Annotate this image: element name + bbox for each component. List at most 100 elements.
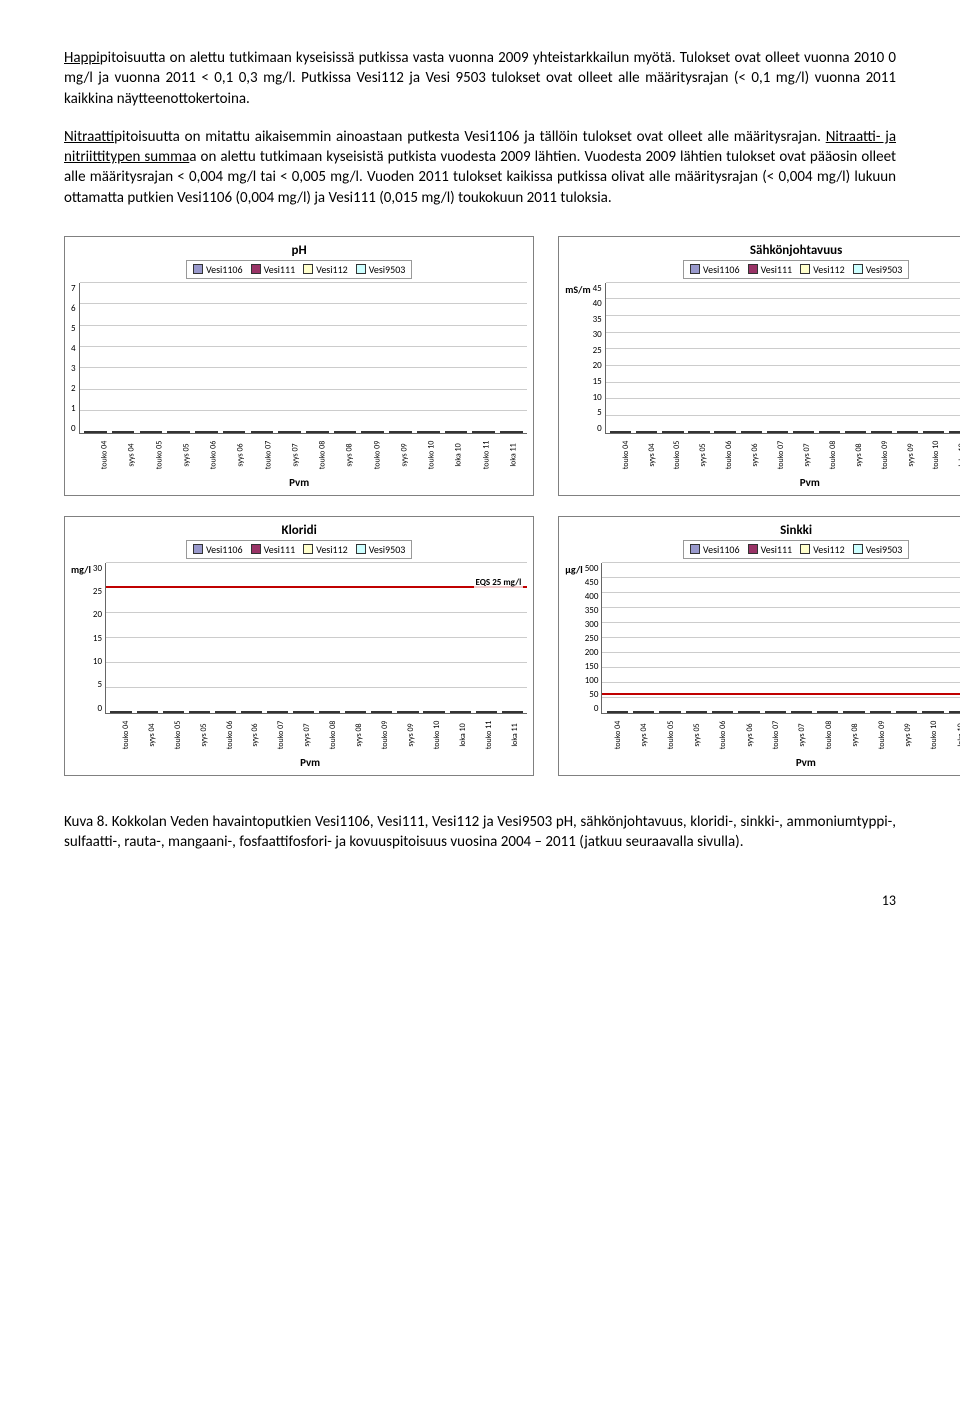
- bar-group: [790, 431, 816, 433]
- y-tick: 10: [93, 656, 102, 667]
- bar: [807, 711, 812, 713]
- y-tick: 25: [93, 586, 102, 597]
- bar-group: [414, 431, 442, 433]
- legend-label: Vesi111: [761, 263, 793, 276]
- y-tick: 0: [585, 703, 599, 714]
- x-axis-label: Pvm: [593, 476, 960, 489]
- y-tick: 40: [593, 298, 602, 309]
- bar-group: [867, 711, 893, 713]
- bar-group: [947, 431, 960, 433]
- bar-group: [265, 711, 291, 713]
- legend-label: Vesi1106: [703, 543, 740, 556]
- bar-group: [498, 431, 526, 433]
- p2-body-2: a on alettu tutkimaan kyseisistä putkist…: [64, 148, 896, 207]
- bar: [157, 431, 163, 433]
- chart-body: mS/m454035302520151050touko 04syys 04tou…: [565, 283, 960, 489]
- y-tick: 10: [593, 392, 602, 403]
- y-tick: 500: [585, 563, 599, 574]
- reference-label: EQS 25 mg/l: [474, 577, 524, 588]
- bar: [939, 431, 944, 433]
- bar: [323, 431, 329, 433]
- bar-group: [608, 431, 634, 433]
- x-axis: touko 04syys 04touko 05syys 05touko 06sy…: [113, 716, 527, 754]
- p1-body: pitoisuutta on alettu tutkimaan kyseisis…: [64, 49, 896, 108]
- bar: [859, 711, 864, 713]
- y-axis: 302520151050: [93, 563, 105, 714]
- legend-label: Vesi111: [761, 543, 793, 556]
- chart-title: Sinkki: [565, 523, 960, 538]
- y-tick: 5: [71, 323, 76, 334]
- bar-group: [499, 711, 525, 713]
- y-axis: 454035302520151050: [593, 283, 605, 434]
- bar: [835, 431, 840, 433]
- bar-group: [473, 711, 499, 713]
- legend-swatch: [193, 544, 203, 554]
- bar-group: [710, 711, 736, 713]
- bar: [439, 711, 444, 713]
- legend-label: Vesi111: [264, 543, 296, 556]
- chart-conductivity: SähkönjohtavuusVesi1106Vesi111Vesi112Ves…: [558, 236, 960, 496]
- bar: [179, 711, 184, 713]
- legend-item: Vesi112: [800, 543, 845, 556]
- bar: [152, 711, 157, 713]
- bar-group: [193, 431, 221, 433]
- chart-legend: Vesi1106Vesi111Vesi112Vesi9503: [186, 260, 412, 279]
- bar-group: [738, 431, 764, 433]
- bar: [756, 431, 761, 433]
- legend-item: Vesi1106: [193, 263, 243, 276]
- legend-item: Vesi111: [748, 263, 793, 276]
- bar: [491, 711, 496, 713]
- bar-group: [109, 431, 137, 433]
- bar-group: [238, 711, 264, 713]
- y-tick: 0: [71, 423, 76, 434]
- bar-group: [303, 431, 331, 433]
- bar-group: [631, 711, 657, 713]
- legend-item: Vesi1106: [193, 543, 243, 556]
- y-axis-label: mg/l: [71, 563, 91, 576]
- p2-body-1: pitoisuutta on mitattu aikaisemmin ainoa…: [114, 128, 826, 146]
- bar-group: [331, 431, 359, 433]
- bar-group: [395, 711, 421, 713]
- y-tick: 1: [71, 403, 76, 414]
- bar-group: [248, 431, 276, 433]
- legend-swatch: [251, 544, 261, 554]
- legend-swatch: [356, 264, 366, 274]
- x-axis-label: Pvm: [585, 756, 960, 769]
- bar: [295, 431, 301, 433]
- bar: [886, 711, 891, 713]
- legend-swatch: [193, 264, 203, 274]
- legend-swatch: [690, 544, 700, 554]
- bar-group: [788, 711, 814, 713]
- bar-group: [894, 711, 920, 713]
- legend-item: Vesi112: [303, 543, 348, 556]
- plot-area: [605, 283, 960, 434]
- bar-group: [82, 431, 110, 433]
- y-tick: 25: [593, 345, 602, 356]
- y-tick: 30: [593, 329, 602, 340]
- legend-swatch: [303, 264, 313, 274]
- legend-item: Vesi9503: [853, 543, 903, 556]
- x-axis-label: Pvm: [71, 476, 527, 489]
- bar: [101, 431, 107, 433]
- bar-group: [291, 711, 317, 713]
- bar-group: [762, 711, 788, 713]
- legend-item: Vesi9503: [356, 263, 406, 276]
- plot-area: [79, 283, 528, 434]
- x-axis-label: Pvm: [93, 756, 527, 769]
- bar-group: [816, 431, 842, 433]
- bar-group: [447, 711, 473, 713]
- bar-group: [276, 431, 304, 433]
- legend-item: Vesi112: [303, 263, 348, 276]
- bar-group: [220, 431, 248, 433]
- y-tick: 20: [93, 609, 102, 620]
- bar: [212, 431, 218, 433]
- bar-group: [683, 711, 709, 713]
- bar-group: [160, 711, 186, 713]
- bar: [129, 431, 135, 433]
- y-tick: 400: [585, 591, 599, 602]
- legend-swatch: [800, 264, 810, 274]
- bar: [378, 431, 384, 433]
- legend-swatch: [748, 544, 758, 554]
- legend-swatch: [356, 544, 366, 554]
- bar: [335, 711, 340, 713]
